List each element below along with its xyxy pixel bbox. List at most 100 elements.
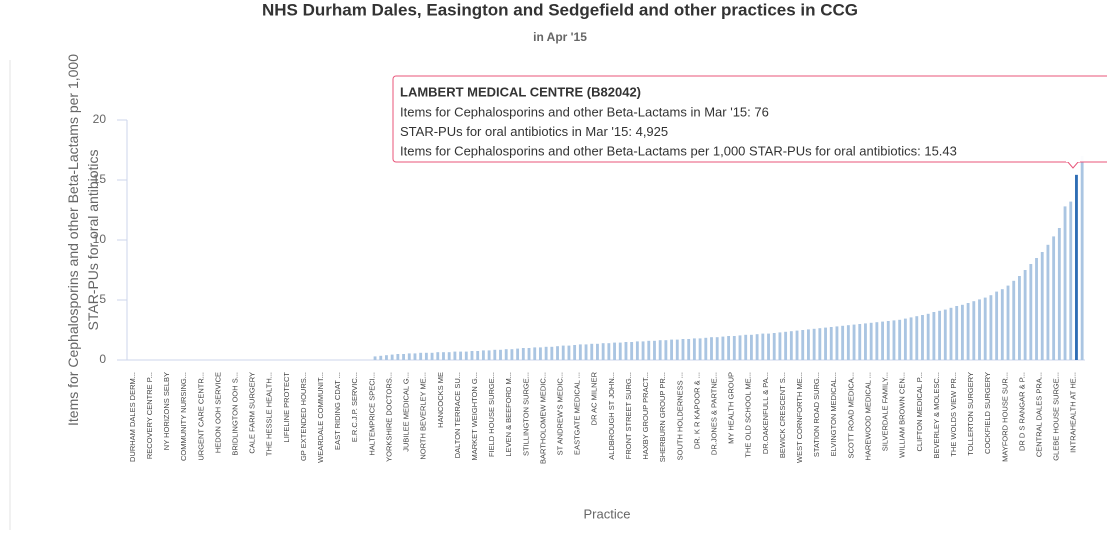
bar — [1046, 244, 1050, 360]
x-tick-label: SOUTH HOLDERNESS ... — [675, 372, 684, 460]
bar — [807, 329, 810, 360]
bar — [898, 319, 902, 360]
x-tick-label: DR.JONES & PARTNE... — [709, 372, 718, 455]
bar — [424, 352, 428, 360]
bar — [829, 327, 833, 360]
x-tick-label: STATION ROAD SURG... — [812, 372, 821, 457]
bar — [556, 346, 559, 360]
x-tick-label: MARKET WEIGHTON G... — [470, 372, 479, 460]
x-tick-label: BRIDLINGTON OOH S... — [230, 372, 239, 456]
bar — [938, 310, 942, 360]
x-tick-label: RECOVERY CENTRE P... — [145, 372, 154, 459]
tooltip-line: Items for Cephalosporins and other Beta-… — [400, 104, 769, 119]
bar — [1057, 228, 1061, 360]
bar — [989, 295, 993, 360]
x-tick-label: HAXBY GROUP PRACT... — [641, 372, 650, 460]
x-tick-label: FIELD HOUSE SURGE... — [487, 372, 496, 457]
bar — [795, 330, 799, 360]
bar — [681, 339, 685, 360]
bar — [464, 351, 468, 360]
y-axis-title: Items for Cephalosporins and other Beta-… — [65, 54, 101, 426]
x-tick-label: ELVINGTON MEDICAL... — [829, 372, 838, 456]
x-tick-label: LIFELINE PROTECT — [282, 372, 291, 443]
x-tick-label: THE HESSLE HEALTH... — [265, 372, 274, 456]
bar — [647, 340, 651, 360]
bar — [1069, 201, 1073, 360]
bar — [538, 347, 542, 360]
bar — [1012, 280, 1016, 360]
bar — [915, 316, 919, 360]
bar — [1040, 252, 1044, 360]
bar — [1017, 276, 1021, 360]
bar — [909, 317, 913, 360]
bar — [875, 322, 879, 360]
bar — [596, 343, 599, 360]
bar — [459, 351, 463, 360]
bar — [1035, 258, 1038, 360]
bar — [1052, 236, 1056, 360]
bar — [881, 321, 884, 360]
x-tick-label: DR AC MILNER — [590, 371, 599, 425]
x-tick-label: SHERBURN GROUP PR... — [658, 372, 667, 462]
bar — [493, 349, 497, 360]
bar — [487, 350, 491, 360]
bar — [1063, 206, 1067, 360]
x-tick-label: HANCOCKS ME — [436, 372, 445, 428]
x-tick-label: BEVERLEY & MOLESC... — [932, 372, 941, 459]
bar — [630, 342, 634, 360]
x-tick-label: CALE FARM SURGERY — [248, 372, 257, 454]
bar — [858, 324, 862, 360]
tooltip-pointer-cover — [1066, 159, 1080, 162]
x-tick-label: JUBILEE MEDICAL G... — [402, 372, 411, 452]
bar — [385, 355, 388, 360]
bar — [738, 335, 742, 360]
bar — [778, 332, 782, 360]
bar — [1023, 270, 1027, 360]
bar — [402, 354, 405, 360]
bar — [641, 341, 645, 360]
bar — [607, 343, 611, 360]
bar — [430, 352, 434, 360]
x-tick-label: ALDBROUGH ST JOHN... — [607, 372, 616, 460]
bar — [613, 342, 616, 360]
bar — [789, 331, 793, 360]
x-tick-label: CENTRAL DALES PRA... — [1035, 372, 1044, 457]
tooltip-line: Items for Cephalosporins and other Beta-… — [400, 143, 957, 158]
bar — [584, 344, 588, 360]
x-tick-label: INTRAHEALTH AT HE... — [1069, 372, 1078, 453]
bar — [960, 304, 964, 360]
bar — [447, 352, 451, 360]
bar — [835, 326, 839, 360]
bar — [818, 328, 822, 360]
tooltip-line: STAR-PUs for oral antibiotics in Mar '15… — [400, 124, 668, 139]
y-tick-label: 0 — [99, 352, 106, 366]
bar — [943, 309, 947, 360]
tooltip-title: LAMBERT MEDICAL CENTRE (B82042) — [400, 84, 641, 99]
bar — [601, 343, 605, 360]
bar — [1000, 289, 1004, 360]
bar — [561, 345, 565, 360]
bar — [744, 334, 748, 360]
tooltip-box — [392, 75, 1107, 163]
plot-area: 0 5 10 15 20 DURHAM DALES DERM... RECOVERY CEN… — [93, 112, 1085, 464]
x-tick-label: THE WOLDS VIEW PR... — [949, 372, 958, 457]
bar — [664, 340, 668, 360]
bar — [379, 355, 383, 360]
x-tick-label: TOLLERTON SURGERY — [966, 372, 975, 456]
bar — [710, 337, 713, 360]
bar — [767, 333, 770, 360]
x-tick-label: DR.OAKENFULL & PA... — [761, 372, 770, 454]
x-tick-label: DALTON TERRACE SU... — [453, 372, 462, 458]
bar — [658, 340, 662, 360]
x-tick-label: WILLIAM BROWN CEN... — [898, 372, 907, 458]
bar — [692, 338, 696, 360]
bar — [983, 297, 987, 360]
x-tick-label: COCKFIELD SURGERY — [983, 372, 992, 454]
bar — [926, 313, 930, 360]
x-tick-label: STILLINGTON SURGE... — [521, 372, 530, 456]
bar — [573, 345, 577, 360]
y-tick-label: 20 — [93, 112, 107, 126]
bar — [499, 349, 502, 360]
x-tick-label: DURHAM DALES DERM... — [128, 372, 137, 462]
